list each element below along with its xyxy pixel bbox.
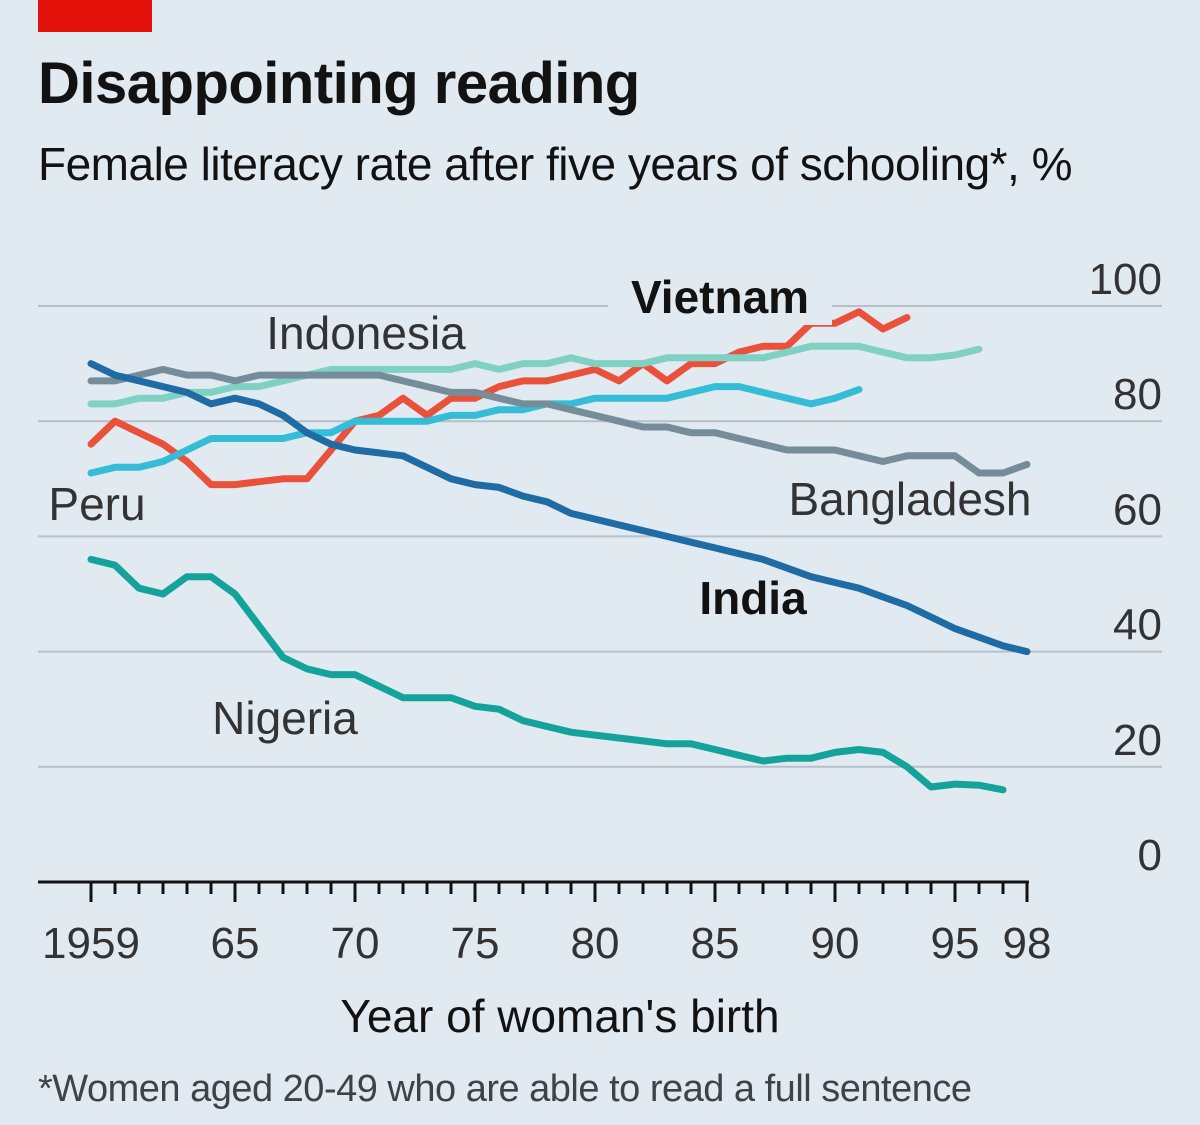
series-line-peru: [87, 383, 863, 477]
x-tick-label-1995: 95: [931, 919, 980, 968]
label-backdrop-vietnam: [608, 273, 832, 325]
series-label-nigeria: Nigeria: [212, 692, 358, 744]
x-tick-label-1998: 98: [1003, 919, 1052, 968]
y-tick-label-100: 100: [1089, 255, 1162, 304]
footnote: *Women aged 20-49 who are able to read a…: [38, 1068, 972, 1110]
chart-title: Disappointing reading: [38, 51, 640, 116]
y-tick-label-20: 20: [1113, 716, 1162, 765]
line-chart: 0 20 40 60 80 100 1959 65 70 75 80 85 90 95 98 Vietna…: [38, 255, 1162, 1042]
x-tick-label-1965: 65: [211, 919, 260, 968]
series-line-vietnam: [87, 308, 911, 489]
x-tick-label-1985: 85: [691, 919, 740, 968]
series-label-india: India: [699, 572, 807, 624]
y-tick-label-40: 40: [1113, 601, 1162, 650]
brand-red-tag: [38, 0, 152, 32]
x-tick-label-1990: 90: [811, 919, 860, 968]
x-axis-title: Year of woman's birth: [340, 990, 779, 1042]
x-tick-label-1959: 1959: [42, 919, 140, 968]
series-lines: [87, 308, 1031, 794]
series-label-bangladesh: Bangladesh: [789, 473, 1032, 525]
y-tick-label-0: 0: [1138, 831, 1162, 880]
chart-subtitle: Female literacy rate after five years of…: [38, 138, 1073, 190]
x-tick-label-1970: 70: [331, 919, 380, 968]
y-axis-ticks: 0 20 40 60 80 100: [1089, 255, 1162, 880]
series-line-india: [87, 360, 1031, 656]
x-tick-label-1980: 80: [571, 919, 620, 968]
x-tick-label-1975: 75: [451, 919, 500, 968]
series-line-bangladesh: [87, 365, 1031, 477]
series-labels: Vietnam Indonesia Peru Bangladesh India Niger…: [48, 271, 1031, 744]
y-tick-label-60: 60: [1113, 485, 1162, 534]
y-tick-label-80: 80: [1113, 370, 1162, 419]
series-label-indonesia: Indonesia: [266, 307, 466, 359]
x-axis: 1959 65 70 75 80 85 90 95 98: [38, 880, 1052, 968]
series-line-nigeria: [87, 555, 1007, 794]
series-line-indonesia: [87, 342, 983, 408]
series-label-vietnam: Vietnam: [631, 271, 809, 323]
series-label-peru: Peru: [48, 478, 145, 530]
gridlines: [38, 305, 1162, 768]
